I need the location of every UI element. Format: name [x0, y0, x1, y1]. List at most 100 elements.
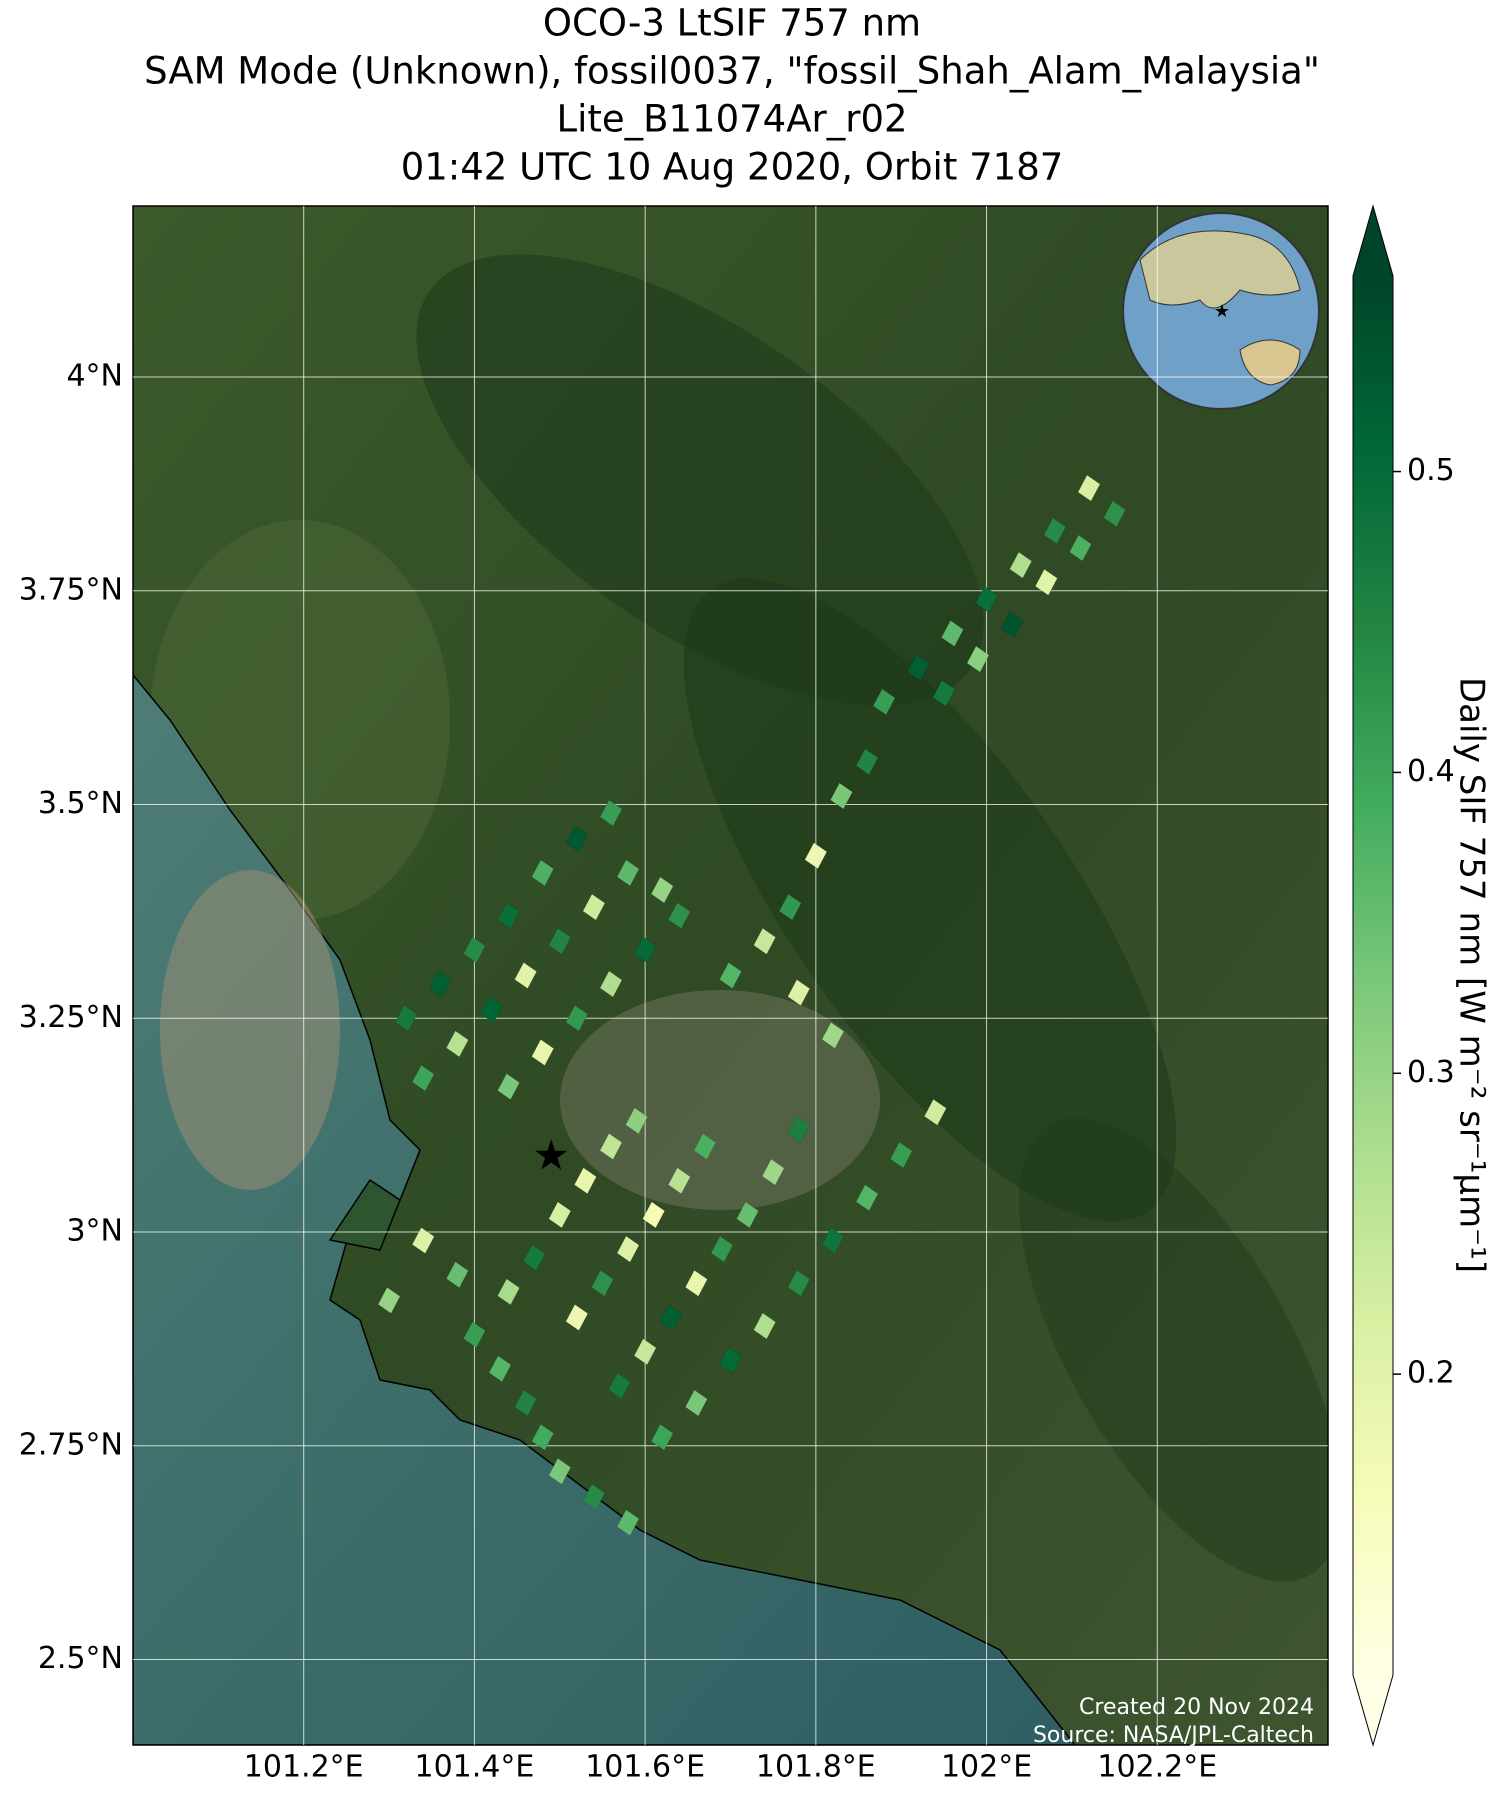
sif-footprint	[787, 1116, 810, 1143]
sif-footprint	[659, 1304, 682, 1331]
sif-footprint	[685, 1389, 708, 1417]
sif-footprint	[890, 1141, 913, 1169]
sif-footprint	[531, 859, 554, 887]
colorbar-tick-label: 0.4	[1407, 754, 1455, 789]
y-tick-label: 2.5°N	[38, 1641, 123, 1676]
sif-footprint	[719, 962, 742, 989]
sif-footprint	[821, 1227, 845, 1254]
sif-footprint	[616, 1235, 640, 1263]
x-tick-label: 101.8°E	[756, 1750, 876, 1785]
x-tick-label: 101.6°E	[585, 1750, 705, 1785]
y-tick-label: 3.5°N	[38, 786, 123, 821]
satellite-basemap	[133, 206, 1328, 1745]
colorbar-tick-label: 0.3	[1407, 1055, 1455, 1090]
sif-footprint	[753, 1312, 776, 1340]
sif-footprint	[1035, 568, 1058, 596]
sif-footprint	[412, 1227, 435, 1254]
sif-footprint	[821, 1022, 845, 1049]
sif-footprint	[531, 1423, 554, 1451]
target-star: ★	[532, 1131, 570, 1180]
sif-footprint	[446, 1030, 469, 1058]
colorbar-extend-top	[1353, 206, 1393, 276]
sif-footprint	[514, 962, 537, 989]
colorbar	[1353, 276, 1393, 1675]
sif-footprint	[480, 996, 503, 1023]
sif-footprint	[693, 1133, 717, 1160]
plot-frame	[132, 205, 1329, 1746]
sif-footprint	[377, 1287, 401, 1314]
title-line: Lite_B11074Ar_r02	[556, 98, 907, 141]
x-tick-label: 101.2°E	[244, 1750, 364, 1785]
sif-footprint	[668, 1167, 691, 1194]
sif-footprint	[548, 1458, 571, 1485]
x-tick-label: 102°E	[941, 1750, 1032, 1785]
sif-footprint	[565, 1005, 589, 1032]
colorbar-tick-label: 0.5	[1407, 453, 1455, 488]
title-line: OCO-3 LtSIF 757 nm	[543, 2, 921, 45]
sif-footprint	[582, 893, 606, 921]
sif-footprint	[616, 859, 640, 887]
sif-footprint	[463, 936, 486, 964]
sif-footprint	[787, 979, 810, 1006]
sif-footprint	[599, 799, 623, 827]
sif-footprint	[855, 748, 879, 775]
sif-footprint	[522, 1244, 546, 1271]
sif-footprint	[582, 1483, 606, 1511]
sif-footprint	[941, 620, 964, 647]
sif-footprint	[932, 680, 956, 707]
sif-footprint	[830, 782, 853, 810]
sif-footprint	[514, 1389, 537, 1417]
sif-footprint	[966, 645, 990, 673]
sif-footprint	[548, 1201, 571, 1229]
sif-footprint	[642, 1201, 665, 1229]
sif-footprint	[574, 1167, 597, 1194]
colorbar-outline	[1352, 204, 1394, 1747]
sif-footprint	[633, 1338, 657, 1365]
sif-footprint	[488, 1355, 512, 1383]
globe-inset: ★	[1122, 212, 1320, 410]
sif-footprint	[907, 654, 930, 681]
sif-footprint	[1103, 500, 1126, 528]
sif-footprint	[412, 1064, 435, 1092]
sif-footprint	[761, 1158, 785, 1186]
sif-footprint	[1069, 534, 1092, 562]
sif-footprint	[736, 1201, 759, 1229]
credit-text: Created 20 Nov 2024	[1079, 1695, 1314, 1720]
sif-footprint	[753, 928, 776, 955]
sif-footprint	[651, 1423, 674, 1451]
colorbar-tick-label: 0.2	[1407, 1356, 1455, 1391]
sif-footprint	[651, 876, 674, 904]
sif-footprint	[531, 1039, 554, 1066]
y-tick-label: 3.25°N	[19, 1000, 123, 1035]
sif-footprint	[591, 1270, 614, 1297]
sif-footprint	[497, 1073, 520, 1100]
sif-footprint	[1009, 551, 1032, 579]
sif-footprint	[1077, 474, 1101, 502]
sif-footprint	[855, 1184, 879, 1212]
sif-footprint	[446, 1261, 469, 1288]
sif-footprint	[608, 1372, 631, 1400]
sif-footprint	[548, 928, 571, 955]
sif-footprint	[565, 825, 589, 852]
sif-footprint	[394, 1005, 418, 1032]
sif-footprint	[497, 1278, 520, 1306]
sif-footprint	[975, 586, 998, 613]
sif-footprint	[599, 970, 623, 998]
sif-footprint	[633, 936, 657, 964]
sif-footprint	[872, 688, 896, 716]
title-line: 01:42 UTC 10 Aug 2020, Orbit 7187	[401, 146, 1064, 189]
sif-footprint	[668, 902, 691, 929]
sif-footprint	[616, 1509, 640, 1536]
sif-footprint	[463, 1321, 486, 1348]
sif-footprint	[685, 1270, 708, 1297]
sif-footprint	[719, 1347, 742, 1374]
sif-footprint	[599, 1133, 623, 1160]
colorbar-label: Daily SIF 757 nm [W m⁻² sr⁻¹μm⁻¹]	[1452, 677, 1492, 1273]
sif-footprint	[1000, 611, 1024, 639]
x-tick-label: 102.2°E	[1097, 1750, 1217, 1785]
sif-footprint	[924, 1099, 947, 1126]
y-tick-label: 3.75°N	[19, 572, 123, 607]
sif-footprint	[779, 893, 802, 921]
